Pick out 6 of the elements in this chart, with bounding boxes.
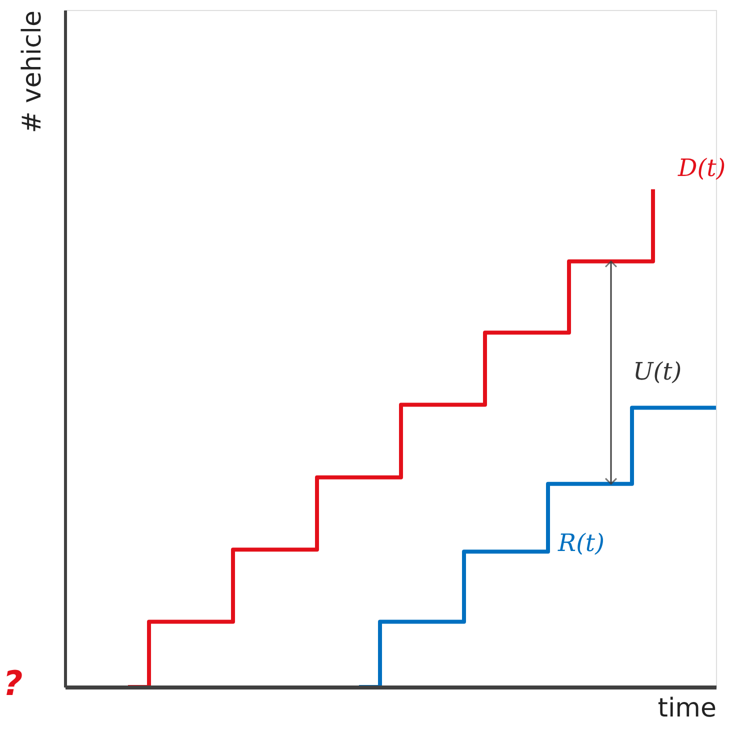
x-axis-title: time bbox=[658, 694, 716, 724]
y-axis-title: # vehicle bbox=[18, 10, 48, 134]
annotation: U(t) bbox=[633, 358, 682, 386]
series-label: D(t) bbox=[677, 154, 726, 182]
text: ? bbox=[3, 664, 23, 704]
series-label: R(t) bbox=[557, 528, 604, 557]
